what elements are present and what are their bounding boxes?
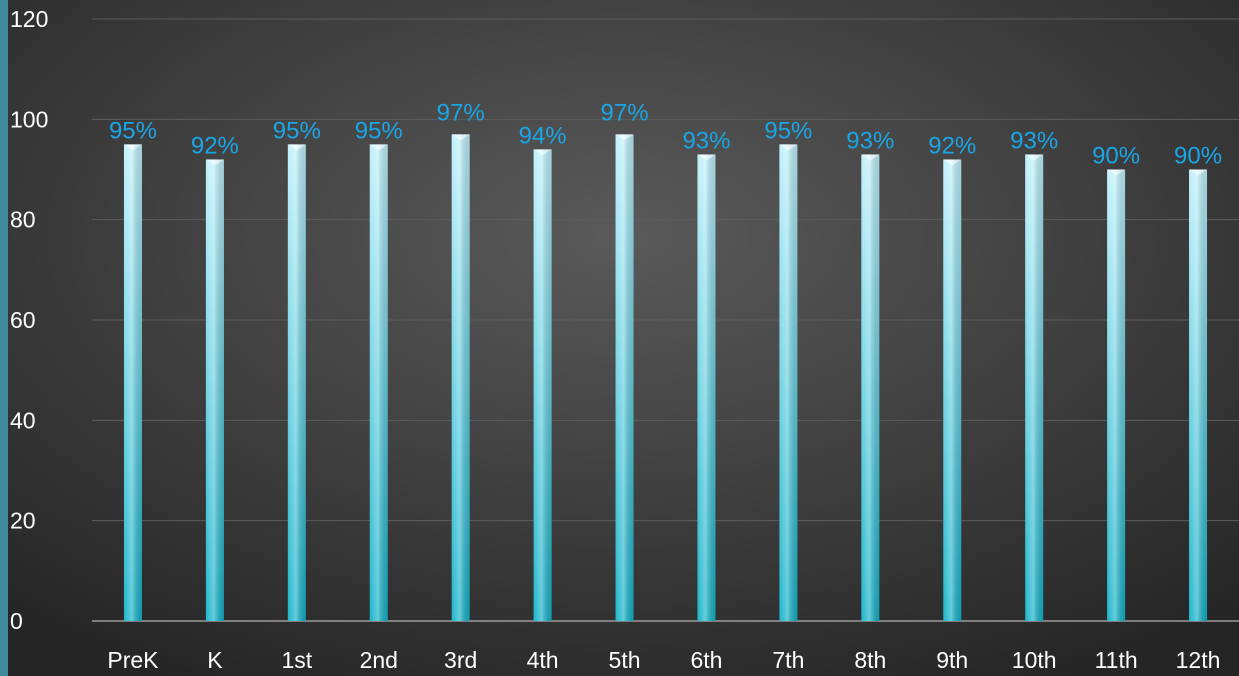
x-tick-label: 5th [609,647,641,673]
y-tick-label: 40 [10,407,36,433]
data-labels: 95% 92% 95% 95% 97% 94% 97% 93% 95% 93% 92% 93% 90% 9… [109,99,1222,169]
data-label: 93% [682,127,730,154]
bar-highlight [369,144,388,621]
bar-cap [287,144,306,151]
x-tick-label: 3rd [444,647,477,673]
bar-cap [1107,169,1126,176]
data-label: 95% [273,117,321,144]
bar-cap [779,144,798,151]
x-tick-label: 2nd [360,647,398,673]
y-tick-label: 60 [10,307,36,333]
data-label: 92% [191,132,239,159]
data-label: 95% [109,117,157,144]
bar-cap [1189,169,1208,176]
x-tick-label: PreK [107,647,159,673]
bar-cap [451,134,470,141]
bars [123,134,1208,621]
data-label: 93% [846,127,894,154]
x-tick-label: 11th [1095,647,1138,673]
bar-cap [1025,154,1044,161]
bar-highlight [861,154,880,621]
bar-highlight [1107,169,1126,621]
bar-highlight [779,144,798,621]
data-label: 92% [928,132,976,159]
bar-cap [123,144,142,151]
gridlines [92,18,1239,522]
x-tick-label: 8th [854,647,886,673]
bar-highlight [1189,169,1208,621]
data-label: 97% [437,99,485,126]
bar-highlight [451,134,470,621]
bar-cap [861,154,880,161]
left-edge-accent [0,0,8,676]
x-tick-label: 10th [1012,647,1057,673]
data-label: 95% [355,117,403,144]
x-tick-label: 7th [772,647,804,673]
bar-highlight [943,159,962,621]
bar-cap [943,159,962,166]
data-label: 94% [519,122,567,149]
data-label: 97% [601,99,649,126]
y-tick-label: 80 [10,207,36,233]
bar-cap [615,134,634,141]
x-tick-label: 9th [936,647,968,673]
y-tick-label: 20 [10,508,36,534]
bar-highlight [533,149,552,621]
data-label: 90% [1174,143,1222,170]
x-tick-label: 12th [1176,647,1221,673]
bar-highlight [1025,154,1044,621]
bar-highlight [205,159,224,621]
axes: 0 20 40 60 80 100 120 PreK K 1st 2nd 3rd 4th 5th 6th 7t… [10,6,1239,673]
y-tick-label: 120 [10,6,48,32]
data-label: 93% [1010,127,1058,154]
bar-cap [697,154,716,161]
y-tick-label: 0 [10,608,23,634]
bar-highlight [287,144,306,621]
bar-cap [205,159,224,166]
x-tick-label: 1st [281,647,312,673]
bar-highlight [697,154,716,621]
x-tick-label: 4th [527,647,559,673]
bar-cap [533,149,552,156]
bar-highlight [615,134,634,621]
bar-cap [369,144,388,151]
y-tick-label: 100 [10,106,48,132]
data-label: 95% [764,117,812,144]
data-label: 90% [1092,143,1140,170]
x-tick-label: 6th [690,647,722,673]
x-tick-label: K [207,647,223,673]
bar-highlight [123,144,142,621]
